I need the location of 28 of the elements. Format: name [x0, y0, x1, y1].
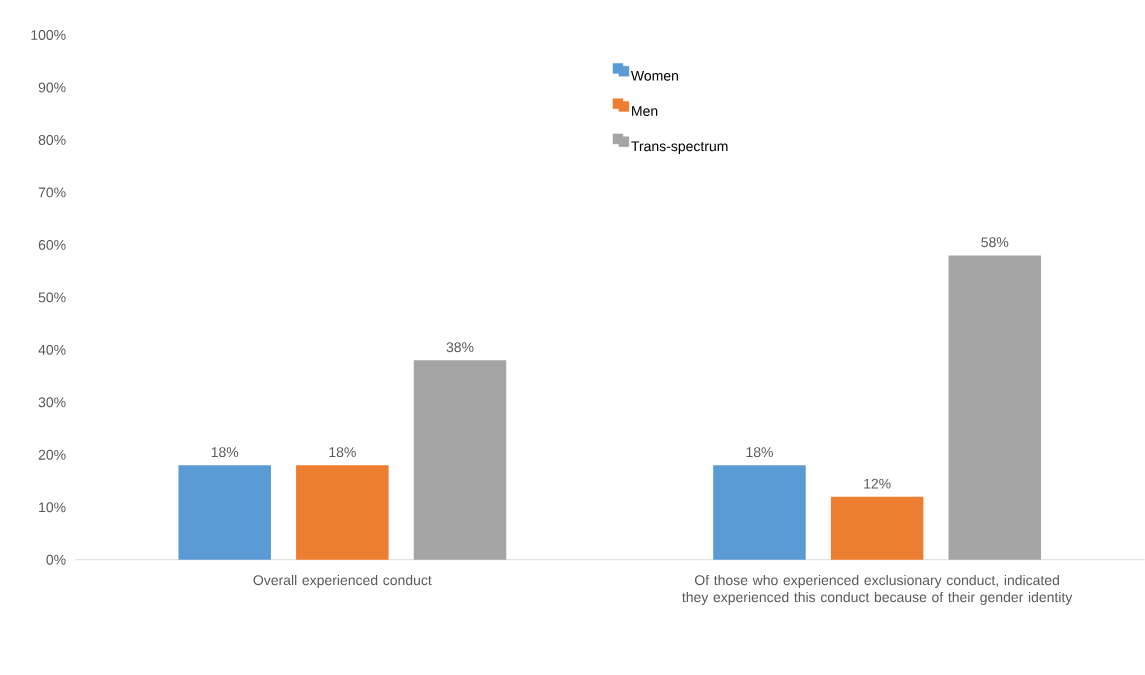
data-label: 38% [446, 342, 474, 353]
x-tick-label: Of those who experienced exclusionary conduct, indicated they experienced this conduct because of their gender identity [682, 575, 1073, 606]
bar [830, 496, 924, 560]
data-label: 58% [981, 237, 1009, 248]
data-label: 12% [864, 478, 891, 489]
bar [948, 255, 1042, 560]
y-tick-label: 60% [38, 240, 66, 250]
data-label: 18% [329, 447, 356, 458]
bar [178, 465, 271, 560]
bar [713, 465, 806, 560]
bar [413, 360, 507, 560]
x-tick-label: Overall experienced conduct [253, 575, 432, 589]
y-tick-label: 90% [38, 82, 66, 93]
data-label: 18% [211, 447, 239, 458]
y-tick-label: 50% [38, 292, 66, 303]
y-tick-label: 70% [38, 187, 66, 198]
y-tick-label: 40% [38, 345, 66, 355]
y-tick-label: 0% [46, 554, 66, 565]
legend-label: Men [632, 106, 658, 117]
y-tick-label: 30% [38, 397, 66, 408]
y-tick-label: 10% [39, 502, 66, 513]
data-label: 18% [746, 447, 773, 458]
y-tick-label: 80% [38, 135, 66, 146]
bar [296, 465, 389, 560]
legend-label: Trans-spectrum [631, 141, 728, 155]
legend-label: Women [630, 71, 678, 81]
y-tick-label: 100% [31, 30, 66, 41]
y-tick-label: 20% [38, 449, 66, 460]
